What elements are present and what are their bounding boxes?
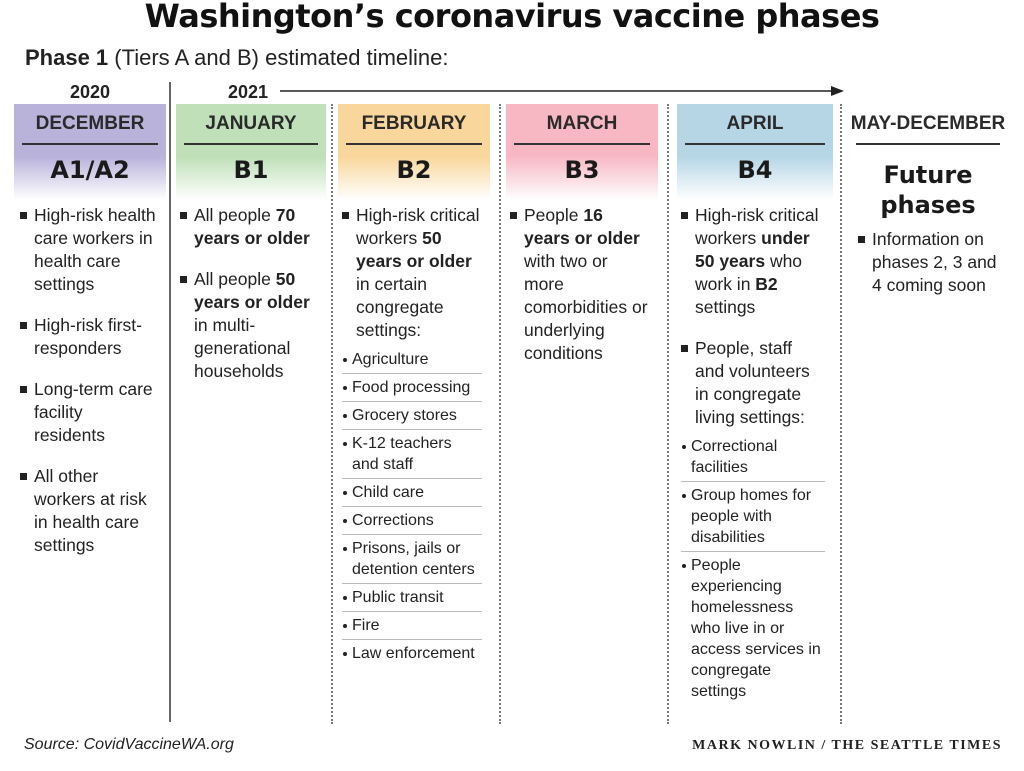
header-rule: [685, 143, 825, 145]
month-label: MARCH: [546, 113, 618, 134]
sub-list-item: Grocery stores: [342, 402, 482, 430]
column-header-april: APRIL B4: [677, 104, 833, 200]
column-header-january: JANUARY B1: [176, 104, 326, 200]
list-item: High-risk health care workers in health …: [20, 204, 158, 296]
column-header-march: MARCH B3: [506, 104, 658, 200]
header-rule: [856, 143, 1000, 145]
sub-list-item: Law enforcement: [342, 640, 482, 667]
month-label: DECEMBER: [35, 113, 145, 134]
sub-list-item: Prisons, jails or detention centers: [342, 535, 482, 584]
sub-list-item: Correctional facilities: [681, 433, 825, 482]
column-december: DECEMBER A1/A2 High-risk health care wor…: [14, 104, 166, 575]
list-item: People, staff and volunteers in congrega…: [681, 337, 825, 705]
tier-line: Future: [883, 161, 973, 189]
year-2020-label: 2020: [70, 82, 111, 102]
sub-list-item: Agriculture: [342, 346, 482, 374]
column-header-february: FEBRUARY B2: [338, 104, 490, 200]
tier-label: Future phases: [848, 160, 1008, 220]
header-rule: [22, 143, 158, 145]
list-item: High-risk first-responders: [20, 314, 158, 360]
list-item: Long-term care facility residents: [20, 378, 158, 447]
list-item: People 16 years or older with two or mor…: [510, 204, 650, 365]
column-february: FEBRUARY B2 High-risk critical workers 5…: [338, 104, 490, 667]
month-label: FEBRUARY: [361, 113, 467, 134]
month-label: MAY-DECEMBER: [850, 113, 1006, 134]
list-item: All people 50 years or older in multi-ge…: [180, 268, 318, 383]
list-item: All people 70 years or older: [180, 204, 318, 250]
header-rule: [514, 143, 650, 145]
sub-list-item: Child care: [342, 479, 482, 507]
sub-list: Agriculture Food processing Grocery stor…: [342, 346, 482, 667]
sub-list-item: Public transit: [342, 584, 482, 612]
list-item: Information on phases 2, 3 and 4 coming …: [858, 228, 1000, 297]
header-rule: [184, 143, 318, 145]
tier-label: B1: [233, 156, 269, 184]
column-divider: [331, 104, 333, 724]
tier-line: phases: [880, 191, 976, 219]
year-divider: [169, 82, 171, 722]
column-divider: [840, 104, 842, 724]
column-april: APRIL B4 High-risk critical workers unde…: [677, 104, 833, 705]
column-divider: [667, 104, 669, 724]
timeline-arrow-icon: [280, 86, 844, 96]
list-item: All other workers at risk in health care…: [20, 465, 158, 557]
column-march: MARCH B3 People 16 years or older with t…: [506, 104, 658, 383]
subtitle-rest: (Tiers A and B) estimated timeline:: [108, 45, 449, 70]
column-january: JANUARY B1 All people 70 years or older …: [176, 104, 326, 401]
sub-list-item: Food processing: [342, 374, 482, 402]
credit-line: MARK NOWLIN / THE SEATTLE TIMES: [692, 738, 1002, 753]
page-title: Washington’s coronavirus vaccine phases: [144, 0, 880, 35]
subtitle: Phase 1 (Tiers A and B) estimated timeli…: [25, 46, 449, 70]
sub-list-item: Fire: [342, 612, 482, 640]
column-may-december: MAY-DECEMBER Future phases Information o…: [848, 104, 1008, 315]
header-rule: [346, 143, 482, 145]
subtitle-phase: Phase 1: [25, 45, 109, 70]
tier-label: A1/A2: [50, 156, 130, 184]
year-2021-label: 2021: [228, 82, 269, 102]
sub-list-item: People experiencing homelessness who liv…: [681, 552, 825, 705]
month-label: APRIL: [726, 113, 784, 134]
tier-label: B3: [564, 156, 600, 184]
list-item: High-risk critical workers 50 years or o…: [342, 204, 482, 667]
month-label: JANUARY: [205, 113, 297, 134]
sub-list-item: Corrections: [342, 507, 482, 535]
tier-label: B4: [737, 156, 773, 184]
column-header-december: DECEMBER A1/A2: [14, 104, 166, 200]
source-note: Source: CovidVaccineWA.org: [24, 736, 234, 753]
sub-list-item: K-12 teachers and staff: [342, 430, 482, 479]
tier-label: B2: [396, 156, 432, 184]
column-header-future: MAY-DECEMBER Future phases: [848, 104, 1008, 222]
column-divider: [499, 104, 501, 724]
sub-list: Correctional facilities Group homes for …: [681, 433, 825, 705]
list-item: High-risk critical workers under 50 year…: [681, 204, 825, 319]
sub-list-item: Group homes for people with disabilities: [681, 482, 825, 552]
